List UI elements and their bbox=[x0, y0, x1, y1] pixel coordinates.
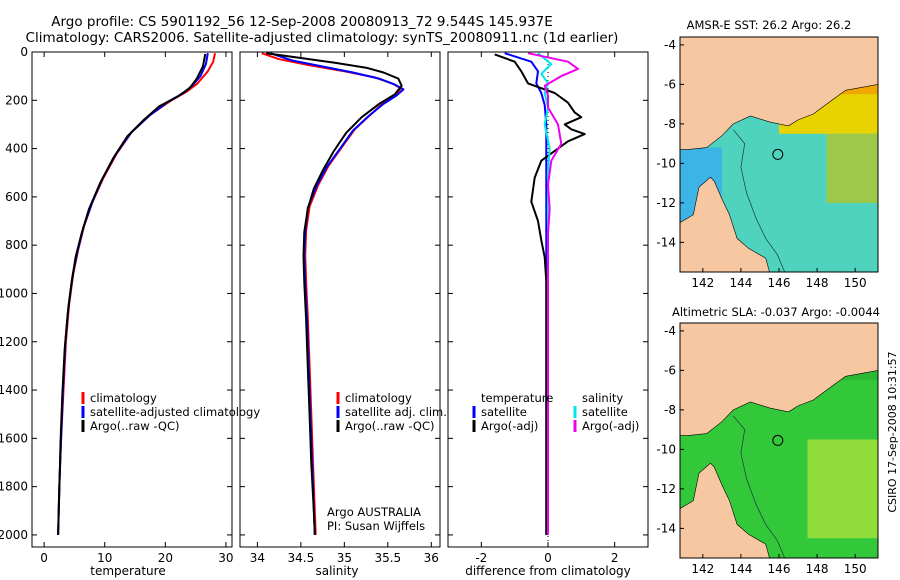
y-tick-label: 200 bbox=[5, 93, 28, 107]
map-x-tick-label: 150 bbox=[844, 562, 867, 576]
map-x-tick-label: 150 bbox=[844, 276, 867, 290]
shelf-contour bbox=[733, 129, 786, 272]
credit-text: Argo AUSTRALIA bbox=[327, 505, 421, 519]
map-y-tick-label: -10 bbox=[656, 442, 676, 456]
map-x-tick-label: 148 bbox=[806, 562, 829, 576]
map-x-tick-label: 144 bbox=[729, 562, 752, 576]
salinity-legend: climatology satellite adj. clim. Argo(..… bbox=[336, 391, 447, 433]
land-cape-york bbox=[680, 176, 770, 272]
title-line-1: Argo profile: CS 5901192_56 12-Sep-2008 … bbox=[51, 14, 553, 30]
map-x-tick-label: 148 bbox=[806, 276, 829, 290]
map-y-tick-label: -14 bbox=[656, 235, 676, 249]
x-tick-label: 0 bbox=[40, 551, 48, 565]
x-tick-label: 35.5 bbox=[374, 551, 401, 565]
salinity-panel: 34 34.5 35 35.5 36 bbox=[240, 51, 440, 565]
map-y-tick-label: -6 bbox=[664, 363, 676, 377]
map-x-tick-label: 146 bbox=[768, 276, 791, 290]
difference-xlabel: difference from climatology bbox=[465, 564, 631, 578]
temperature-xlabel: temperature bbox=[90, 564, 165, 578]
map-y-tick-label: -14 bbox=[656, 521, 676, 535]
shelf-contour bbox=[733, 415, 786, 558]
legend-sal-satellite: satellite bbox=[582, 405, 628, 419]
legend-temperature-heading: temperature bbox=[481, 391, 553, 405]
sla-map: 142 144 146 148 150 -4 -6 -8 -10 -12 -14 bbox=[656, 322, 879, 576]
legend-climatology: climatology bbox=[90, 391, 157, 405]
x-tick-label: 34 bbox=[250, 551, 265, 565]
salinity-panel-frame bbox=[239, 51, 441, 548]
salinity-xlabel: salinity bbox=[315, 564, 358, 578]
y-tick-label: 1800 bbox=[0, 480, 28, 494]
land-cape-york bbox=[680, 462, 770, 558]
high-sla-patch bbox=[807, 439, 878, 539]
argo-position-marker bbox=[772, 148, 784, 160]
y-tick-label: 400 bbox=[5, 142, 28, 156]
land-new-guinea bbox=[680, 37, 878, 150]
x-tick-label: -2 bbox=[475, 551, 487, 565]
y-tick-label: 1400 bbox=[0, 383, 28, 397]
map-y-tick-label: -6 bbox=[664, 77, 676, 91]
map-x-tick-label: 142 bbox=[691, 562, 714, 576]
map-x-tick-label: 144 bbox=[729, 276, 752, 290]
temperature-panel: 0 10 20 30 0 200 400 600 800 1000 1200 1400 1600 1800… bbox=[0, 45, 234, 565]
legend-temp-argo: Argo(-adj) bbox=[481, 419, 538, 433]
sst-map-title: AMSR-E SST: 26.2 Argo: 26.2 bbox=[687, 18, 852, 32]
legend-satellite-adjusted: satellite-adjusted climatology bbox=[90, 405, 260, 419]
x-tick-label: 30 bbox=[218, 551, 233, 565]
series-line-salinity-argo-adj bbox=[527, 52, 579, 535]
x-tick-label: 0 bbox=[544, 551, 552, 565]
y-tick-label: 2000 bbox=[0, 528, 28, 542]
legend-argo: Argo(..raw -QC) bbox=[345, 419, 435, 433]
map-y-tick-label: -10 bbox=[656, 156, 676, 170]
legend-temp-satellite: satellite bbox=[481, 405, 527, 419]
temperature-panel-frame bbox=[31, 51, 233, 548]
green-sea-patch bbox=[826, 133, 878, 203]
y-tick-label: 0 bbox=[20, 45, 28, 59]
land-new-guinea bbox=[680, 323, 878, 436]
x-tick-label: 34.5 bbox=[288, 551, 315, 565]
map-x-tick-label: 142 bbox=[691, 276, 714, 290]
sst-map: 142 144 146 148 150 -4 -6 -8 -10 -12 -14 bbox=[656, 36, 879, 290]
x-tick-label: 2 bbox=[611, 551, 619, 565]
map-y-tick-label: -12 bbox=[656, 482, 676, 496]
x-tick-label: 20 bbox=[158, 551, 173, 565]
map-field bbox=[680, 37, 878, 272]
legend-sal-argo: Argo(-adj) bbox=[582, 419, 639, 433]
map-y-tick-label: -4 bbox=[664, 324, 676, 338]
map-y-tick-label: -4 bbox=[664, 38, 676, 52]
pi-text: PI: Susan Wijffels bbox=[327, 519, 425, 533]
legend-satellite-adj: satellite adj. clim. bbox=[345, 405, 447, 419]
y-tick-label: 1600 bbox=[0, 431, 28, 445]
y-tick-label: 600 bbox=[5, 190, 28, 204]
map-y-tick-label: -8 bbox=[664, 403, 676, 417]
legend-argo: Argo(..raw -QC) bbox=[90, 419, 180, 433]
difference-panel: -2 0 2 bbox=[448, 51, 648, 565]
legend-salinity-heading: salinity bbox=[582, 391, 623, 405]
y-tick-label: 1200 bbox=[0, 335, 28, 349]
y-tick-label: 800 bbox=[5, 238, 28, 252]
timestamp-stamp: CSIRO 17-Sep-2008 10:31:57 bbox=[886, 351, 899, 512]
x-tick-label: 35 bbox=[337, 551, 352, 565]
map-y-tick-label: -8 bbox=[664, 117, 676, 131]
temperature-legend: climatology satellite-adjusted climatolo… bbox=[81, 391, 260, 433]
argo-position-marker bbox=[772, 434, 784, 446]
sla-map-title: Altimetric SLA: -0.037 Argo: -0.0044 bbox=[672, 305, 880, 319]
difference-legend: temperature satellite Argo(-adj) salinit… bbox=[472, 391, 639, 433]
map-y-tick-label: -12 bbox=[656, 196, 676, 210]
map-field bbox=[680, 323, 878, 558]
map-x-tick-label: 146 bbox=[768, 562, 791, 576]
x-tick-label: 36 bbox=[424, 551, 439, 565]
series-line-argo-raw-qc bbox=[265, 52, 403, 535]
legend-climatology: climatology bbox=[345, 391, 412, 405]
title-line-2: Climatology: CARS2006. Satellite-adjuste… bbox=[26, 30, 619, 46]
series-line-argo-raw-qc bbox=[57, 53, 207, 535]
y-tick-label: 1000 bbox=[0, 286, 28, 300]
x-tick-label: 10 bbox=[97, 551, 112, 565]
